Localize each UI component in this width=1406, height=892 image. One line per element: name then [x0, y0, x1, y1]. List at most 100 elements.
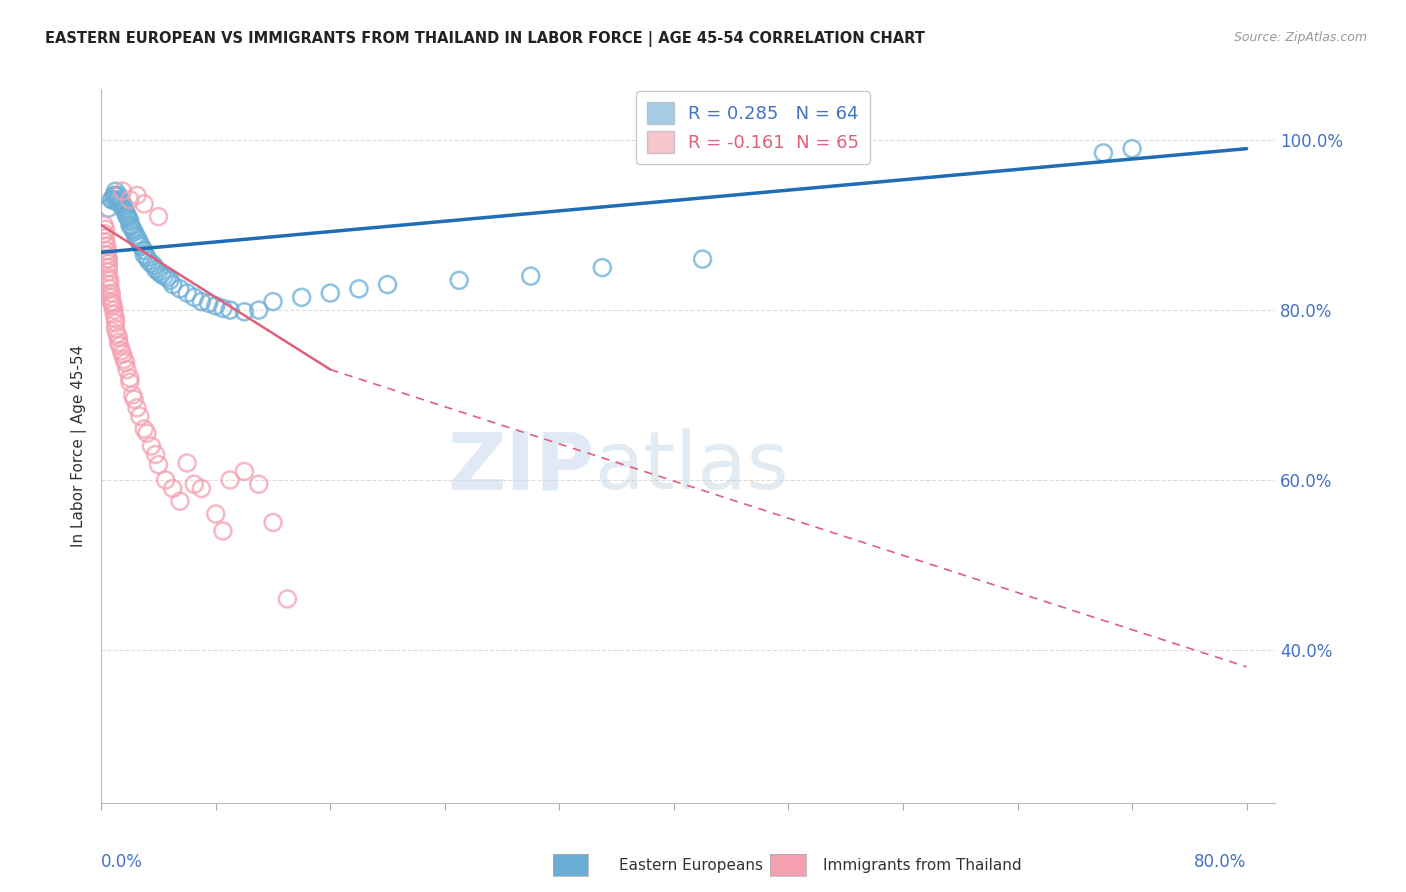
Point	[110, 343, 132, 358]
Point	[125, 188, 148, 202]
Point	[101, 296, 124, 310]
Point	[114, 205, 136, 219]
Point	[104, 311, 127, 326]
Legend: R = 0.285   N = 64, R = -0.161  N = 65: R = 0.285 N = 64, R = -0.161 N = 65	[636, 91, 870, 164]
Point	[110, 194, 132, 209]
Point	[131, 239, 153, 253]
Point	[145, 448, 167, 462]
Point	[93, 227, 115, 241]
Point	[100, 294, 122, 309]
Point	[98, 277, 121, 292]
Point	[118, 193, 141, 207]
Point	[692, 252, 714, 266]
Point	[104, 322, 127, 336]
Point	[107, 335, 129, 350]
Point	[204, 299, 226, 313]
Point	[319, 286, 342, 301]
Point	[190, 294, 212, 309]
Point	[98, 273, 121, 287]
Point	[104, 316, 127, 330]
Point	[111, 347, 134, 361]
Point	[97, 256, 120, 270]
Point	[103, 188, 125, 202]
Point	[204, 507, 226, 521]
Point	[111, 197, 134, 211]
Point	[148, 265, 170, 279]
Point	[120, 219, 142, 234]
Point	[219, 303, 242, 318]
Point	[114, 356, 136, 370]
Point	[136, 251, 159, 265]
Point	[96, 252, 118, 266]
Point	[112, 201, 135, 215]
Point	[262, 294, 284, 309]
Point	[107, 194, 129, 209]
Point	[162, 482, 184, 496]
Point	[1121, 142, 1143, 156]
Point	[93, 218, 115, 232]
Point	[148, 458, 170, 472]
Point	[121, 222, 143, 236]
Point	[197, 296, 219, 310]
Point	[162, 277, 184, 292]
Point	[112, 202, 135, 217]
Point	[169, 494, 191, 508]
Point	[94, 235, 117, 249]
Point	[97, 201, 120, 215]
Point	[127, 234, 149, 248]
Point	[118, 218, 141, 232]
Point	[115, 208, 138, 222]
Point	[103, 303, 125, 318]
Point	[176, 286, 198, 301]
Point	[134, 197, 156, 211]
Point	[233, 305, 256, 319]
Point	[190, 482, 212, 496]
Point	[105, 193, 128, 207]
Point	[141, 256, 163, 270]
Text: Eastern Europeans: Eastern Europeans	[619, 858, 762, 872]
Point	[233, 465, 256, 479]
Point	[148, 210, 170, 224]
Point	[124, 228, 146, 243]
Point	[97, 260, 120, 275]
Point	[176, 456, 198, 470]
Point	[107, 188, 129, 202]
Point	[136, 426, 159, 441]
Point	[183, 477, 205, 491]
Point	[101, 299, 124, 313]
Point	[94, 222, 117, 236]
Text: atlas: atlas	[595, 428, 789, 507]
Point	[156, 270, 179, 285]
Point	[117, 211, 139, 226]
Point	[219, 473, 242, 487]
Point	[212, 524, 235, 538]
Point	[134, 244, 156, 258]
Point	[449, 273, 471, 287]
Point	[122, 392, 145, 407]
Point	[121, 388, 143, 402]
Y-axis label: In Labor Force | Age 45-54: In Labor Force | Age 45-54	[72, 345, 87, 547]
Point	[591, 260, 613, 275]
Point	[97, 265, 120, 279]
Point	[96, 248, 118, 262]
Point	[150, 268, 173, 282]
Point	[143, 259, 166, 273]
Point	[101, 193, 124, 207]
Text: Immigrants from Thailand: Immigrants from Thailand	[823, 858, 1021, 872]
Point	[105, 326, 128, 341]
Point	[138, 253, 160, 268]
Point	[111, 184, 134, 198]
Point	[97, 252, 120, 266]
Point	[111, 199, 134, 213]
Point	[145, 262, 167, 277]
Point	[100, 290, 122, 304]
Point	[125, 401, 148, 415]
Point	[118, 371, 141, 385]
Point	[247, 477, 270, 491]
Point	[155, 473, 177, 487]
Point	[118, 214, 141, 228]
Point	[108, 339, 131, 353]
Point	[115, 210, 138, 224]
Point	[183, 290, 205, 304]
Point	[347, 282, 370, 296]
